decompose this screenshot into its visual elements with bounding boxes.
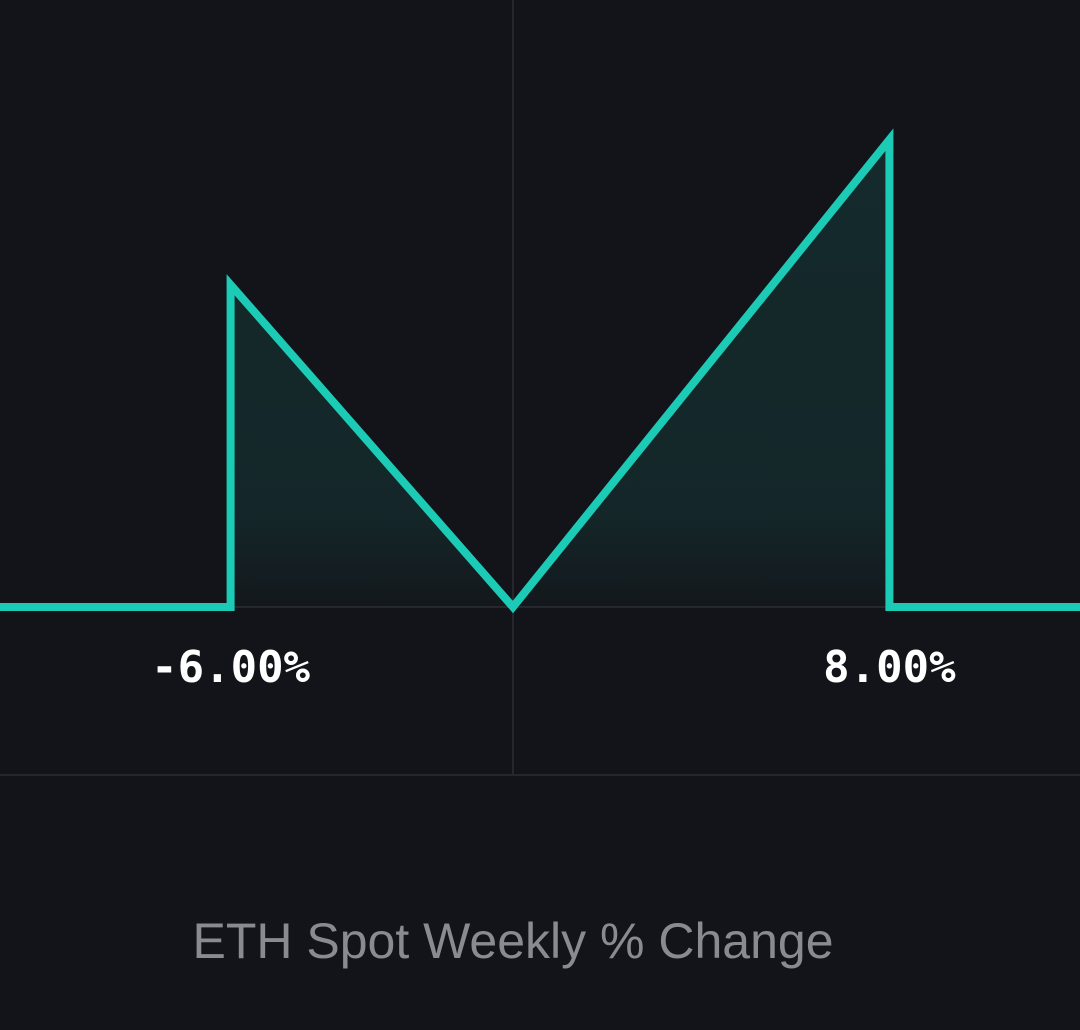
payoff-line [0,128,1080,614]
area [0,139,1080,608]
x-axis-title: ETH Spot Weekly % Change [192,913,833,969]
x-tick-label: -6.00% [151,642,310,693]
x-tick-label: 8.00% [823,642,956,693]
